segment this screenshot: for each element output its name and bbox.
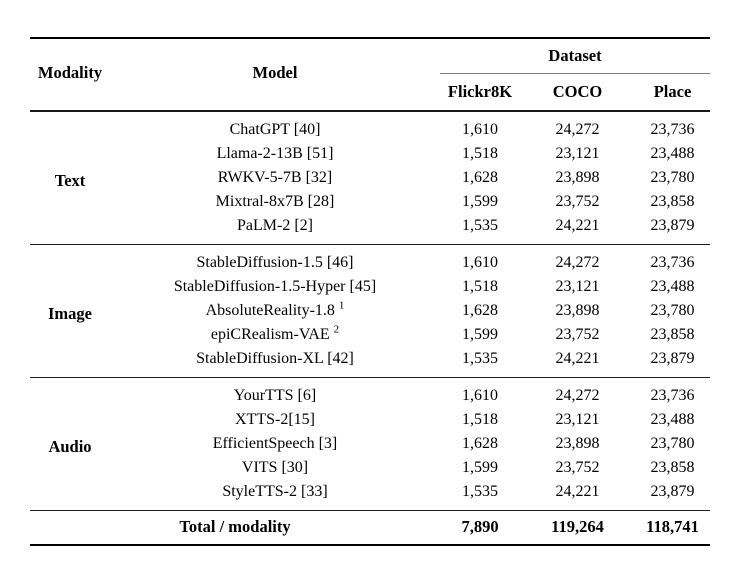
value-coco: 23,121 bbox=[555, 145, 600, 162]
total-row: Total / modality 7,890 119,264 118,741 bbox=[30, 511, 710, 546]
value-flickr8k: 1,599 bbox=[462, 326, 498, 343]
value-coco: 24,272 bbox=[555, 121, 600, 138]
value-place: 23,858 bbox=[650, 326, 695, 343]
table-body: Text ChatGPT [40] 1,610 24,272 23,736 Llama-2… bbox=[30, 111, 710, 511]
value-flickr8k: 1,610 bbox=[462, 254, 498, 271]
model-name: epiCRealism-VAE 2 bbox=[210, 323, 340, 343]
value-place: 23,488 bbox=[650, 411, 695, 428]
table-row: VITS [30] 1,599 23,752 23,858 bbox=[30, 456, 710, 480]
value-flickr8k: 1,518 bbox=[462, 411, 498, 428]
model-name: AbsoluteReality-1.8 1 bbox=[205, 299, 345, 319]
value-coco: 23,898 bbox=[555, 302, 600, 319]
table-row: RWKV-5-7B [32] 1,628 23,898 23,780 bbox=[30, 166, 710, 190]
table-row: StableDiffusion-XL [42] 1,535 24,221 23,879 bbox=[30, 347, 710, 378]
value-place: 23,780 bbox=[650, 169, 695, 186]
value-coco: 23,898 bbox=[555, 435, 600, 452]
table-row: Mixtral-8x7B [28] 1,599 23,752 23,858 bbox=[30, 190, 710, 214]
table-row: Image StableDiffusion-1.5 [46] 1,610 24,272… bbox=[30, 244, 710, 323]
model-name: StyleTTS-2 [33] bbox=[222, 483, 328, 500]
model-name: RWKV-5-7B [32] bbox=[217, 169, 333, 186]
value-place: 23,858 bbox=[650, 459, 695, 476]
table-row: XTTS-2[15] 1,518 23,121 23,488 bbox=[30, 408, 710, 432]
table-row: AbsoluteReality-1.8 1 1,628 23,898 23,780 bbox=[30, 299, 710, 323]
value-place: 23,879 bbox=[650, 350, 695, 367]
column-header-model: Model bbox=[252, 63, 298, 82]
value-flickr8k: 1,518 bbox=[462, 145, 498, 162]
value-flickr8k: 1,535 bbox=[462, 217, 498, 234]
value-place: 23,736 bbox=[650, 254, 695, 271]
model-name: YourTTS [6] bbox=[233, 387, 317, 404]
value-coco: 24,221 bbox=[555, 217, 600, 234]
value-coco: 23,121 bbox=[555, 278, 600, 295]
table-row: Audio YourTTS [6] 1,610 24,272 23,736 bbox=[30, 377, 710, 456]
value-place: 23,879 bbox=[650, 217, 695, 234]
model-name: StableDiffusion-XL [42] bbox=[196, 350, 354, 367]
value-coco: 23,752 bbox=[555, 459, 600, 476]
table-row: PaLM-2 [2] 1,535 24,221 23,879 bbox=[30, 214, 710, 245]
value-flickr8k: 1,599 bbox=[462, 193, 498, 210]
table-row: epiCRealism-VAE 2 1,599 23,752 23,858 bbox=[30, 323, 710, 347]
table-row: StableDiffusion-1.5-Hyper [45] 1,518 23,12… bbox=[30, 275, 710, 299]
value-flickr8k: 1,628 bbox=[462, 169, 498, 186]
value-coco: 24,272 bbox=[555, 254, 600, 271]
model-name: VITS [30] bbox=[241, 459, 309, 476]
model-name: XTTS-2[15] bbox=[235, 411, 315, 428]
footnote-marker: 1 bbox=[338, 299, 345, 312]
model-name: Llama-2-13B [51] bbox=[216, 145, 334, 162]
value-coco: 23,121 bbox=[555, 411, 600, 428]
header-row-datasets: Flickr8K COCO Place bbox=[30, 74, 710, 112]
value-flickr8k: 1,628 bbox=[462, 435, 498, 452]
value-flickr8k: 1,535 bbox=[462, 350, 498, 367]
model-name: StableDiffusion-1.5-Hyper [45] bbox=[173, 278, 377, 295]
value-place: 23,879 bbox=[650, 483, 695, 500]
value-flickr8k: 1,518 bbox=[462, 278, 498, 295]
results-table: Modality Model Dataset Flickr8K COCO Pla… bbox=[30, 37, 710, 546]
column-header-place: Place bbox=[653, 82, 692, 101]
model-name: EfficientSpeech [3] bbox=[212, 435, 338, 452]
column-header-coco: COCO bbox=[552, 82, 603, 101]
value-coco: 23,898 bbox=[555, 169, 600, 186]
value-coco: 23,752 bbox=[555, 326, 600, 343]
modality-label-audio: Audio bbox=[48, 437, 92, 456]
model-name: ChatGPT [40] bbox=[229, 121, 321, 138]
column-header-flickr8k: Flickr8K bbox=[447, 82, 513, 101]
value-coco: 24,221 bbox=[555, 483, 600, 500]
value-coco: 24,272 bbox=[555, 387, 600, 404]
model-name: PaLM-2 [2] bbox=[237, 217, 313, 234]
table-row: Llama-2-13B [51] 1,518 23,121 23,488 bbox=[30, 142, 710, 166]
table-row: Text ChatGPT [40] 1,610 24,272 23,736 bbox=[30, 111, 710, 190]
modality-label-text: Text bbox=[54, 171, 86, 190]
total-value-place: 118,741 bbox=[646, 517, 699, 536]
total-value-coco: 119,264 bbox=[551, 517, 604, 536]
value-flickr8k: 1,628 bbox=[462, 302, 498, 319]
value-place: 23,780 bbox=[650, 435, 695, 452]
table-row: StyleTTS-2 [33] 1,535 24,221 23,879 bbox=[30, 480, 710, 511]
column-group-header-dataset: Dataset bbox=[440, 38, 710, 74]
column-header-modality: Modality bbox=[37, 63, 103, 82]
value-coco: 24,221 bbox=[555, 350, 600, 367]
modality-label-image: Image bbox=[48, 304, 92, 323]
value-place: 23,488 bbox=[650, 278, 695, 295]
value-flickr8k: 1,610 bbox=[462, 121, 498, 138]
value-flickr8k: 1,599 bbox=[462, 459, 498, 476]
header-row-groups: Modality Model Dataset bbox=[30, 38, 710, 82]
total-value-flickr8k: 7,890 bbox=[461, 517, 499, 536]
value-place: 23,736 bbox=[650, 121, 695, 138]
footnote-marker: 2 bbox=[333, 323, 340, 336]
table-row: EfficientSpeech [3] 1,628 23,898 23,780 bbox=[30, 432, 710, 456]
value-place: 23,858 bbox=[650, 193, 695, 210]
model-name: StableDiffusion-1.5 [46] bbox=[196, 254, 354, 271]
model-name: Mixtral-8x7B [28] bbox=[215, 193, 335, 210]
value-flickr8k: 1,535 bbox=[462, 483, 498, 500]
value-place: 23,780 bbox=[650, 302, 695, 319]
value-flickr8k: 1,610 bbox=[462, 387, 498, 404]
value-coco: 23,752 bbox=[555, 193, 600, 210]
table-footer: Total / modality 7,890 119,264 118,741 bbox=[30, 510, 710, 546]
value-place: 23,736 bbox=[650, 387, 695, 404]
table-header: Modality Model Dataset Flickr8K COCO Pla… bbox=[30, 38, 710, 111]
value-place: 23,488 bbox=[650, 145, 695, 162]
total-row-label: Total / modality bbox=[179, 517, 291, 536]
